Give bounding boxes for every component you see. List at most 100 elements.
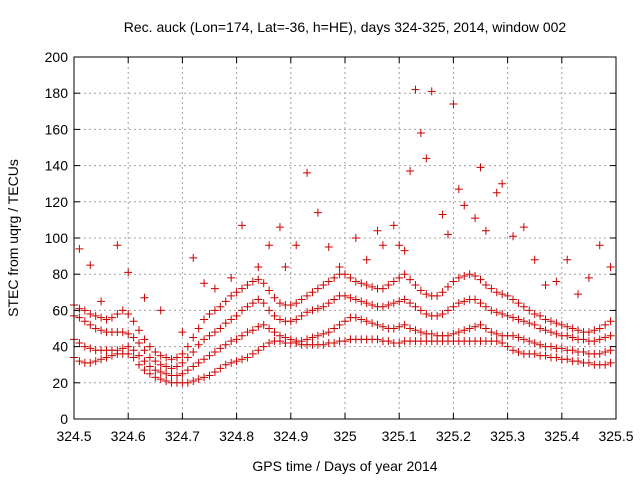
data-point xyxy=(162,369,171,378)
data-point xyxy=(221,340,230,349)
data-point xyxy=(113,241,122,250)
axis-ticks xyxy=(73,56,617,420)
y-tick-label: 180 xyxy=(45,85,69,101)
data-point xyxy=(579,335,588,344)
data-point xyxy=(129,346,138,355)
data-point xyxy=(509,232,518,241)
data-point xyxy=(389,299,398,308)
data-point xyxy=(362,317,371,326)
data-point xyxy=(248,299,257,308)
x-tick-labels: 324.5 324.6 324.7 324.8 324.9 325 325.1 325.2 32… xyxy=(56,428,633,444)
data-point xyxy=(357,297,366,306)
data-point xyxy=(313,208,322,217)
data-point xyxy=(568,346,577,355)
data-point xyxy=(346,293,355,302)
data-point xyxy=(113,346,122,355)
data-point xyxy=(503,291,512,300)
data-point xyxy=(498,290,507,299)
data-point xyxy=(248,326,257,335)
data-point xyxy=(232,335,241,344)
data-point xyxy=(189,362,198,371)
y-tick-label: 20 xyxy=(52,375,68,391)
data-point xyxy=(509,295,518,304)
data-point xyxy=(476,320,485,329)
data-point xyxy=(476,163,485,172)
data-point xyxy=(124,268,133,277)
data-point xyxy=(557,320,566,329)
data-point xyxy=(265,324,274,333)
data-point xyxy=(449,302,458,311)
data-point xyxy=(221,297,230,306)
data-point xyxy=(601,320,610,329)
data-point xyxy=(151,373,160,382)
data-point xyxy=(449,277,458,286)
data-point xyxy=(487,284,496,293)
data-point xyxy=(259,320,268,329)
data-point xyxy=(471,272,480,281)
data-point xyxy=(102,315,111,324)
data-point xyxy=(129,317,138,326)
data-point xyxy=(395,273,404,282)
data-point xyxy=(135,360,144,369)
data-point xyxy=(172,371,181,380)
data-point xyxy=(514,299,523,308)
data-point xyxy=(227,291,236,300)
data-point xyxy=(406,167,415,176)
data-point xyxy=(465,324,474,333)
data-point xyxy=(389,221,398,230)
data-point xyxy=(210,348,219,357)
data-point xyxy=(259,279,268,288)
data-point xyxy=(487,306,496,315)
data-point xyxy=(86,310,95,319)
data-point xyxy=(183,342,192,351)
data-point xyxy=(124,310,133,319)
data-point xyxy=(194,375,203,384)
data-point xyxy=(454,185,463,194)
x-tick-label: 325.5 xyxy=(598,428,633,444)
data-point xyxy=(145,369,154,378)
data-point xyxy=(243,353,252,362)
data-point xyxy=(91,311,100,320)
data-point xyxy=(178,358,187,367)
data-point xyxy=(498,338,507,347)
data-point xyxy=(281,333,290,342)
data-point xyxy=(194,358,203,367)
data-point xyxy=(351,277,360,286)
data-point xyxy=(216,302,225,311)
data-point xyxy=(416,306,425,315)
data-point xyxy=(465,270,474,279)
data-point xyxy=(216,324,225,333)
data-point xyxy=(530,320,539,329)
data-point xyxy=(243,302,252,311)
data-point xyxy=(232,357,241,366)
data-point xyxy=(389,277,398,286)
data-point xyxy=(595,335,604,344)
data-point xyxy=(324,243,333,252)
data-point xyxy=(460,272,469,281)
data-point xyxy=(118,328,127,337)
data-point xyxy=(563,355,572,364)
data-point xyxy=(80,342,89,351)
data-point xyxy=(492,188,501,197)
data-point xyxy=(178,349,187,358)
data-point xyxy=(449,100,458,109)
data-point xyxy=(205,351,214,360)
data-point xyxy=(324,299,333,308)
data-point xyxy=(546,317,555,326)
data-point xyxy=(254,295,263,304)
data-point xyxy=(525,337,534,346)
data-point xyxy=(471,322,480,331)
data-point xyxy=(536,340,545,349)
data-point xyxy=(232,311,241,320)
data-point xyxy=(308,288,317,297)
data-point xyxy=(389,324,398,333)
x-tick-label: 324.8 xyxy=(219,428,254,444)
data-point xyxy=(552,319,561,328)
data-point xyxy=(270,293,279,302)
data-point xyxy=(319,281,328,290)
data-point xyxy=(238,284,247,293)
data-point xyxy=(411,85,420,94)
data-point xyxy=(330,273,339,282)
data-point xyxy=(563,255,572,264)
data-point xyxy=(433,291,442,300)
